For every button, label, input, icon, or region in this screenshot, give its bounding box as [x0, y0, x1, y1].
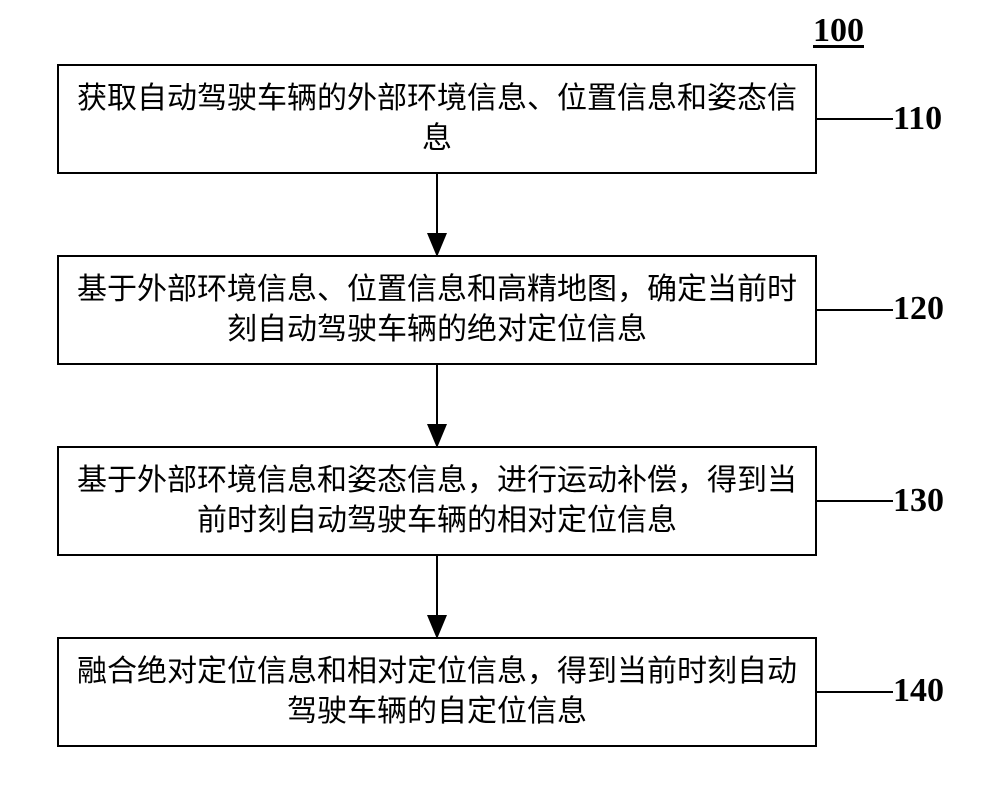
step-label-130: 130 — [893, 482, 944, 520]
flow-step-120: 基于外部环境信息、位置信息和高精地图，确定当前时刻自动驾驶车辆的绝对定位信息 — [57, 255, 817, 365]
step-label-110: 110 — [893, 100, 942, 138]
flow-step-130: 基于外部环境信息和姿态信息，进行运动补偿，得到当前时刻自动驾驶车辆的相对定位信息 — [57, 446, 817, 556]
flow-step-text: 获取自动驾驶车辆的外部环境信息、位置信息和姿态信息 — [69, 79, 805, 160]
flow-step-110: 获取自动驾驶车辆的外部环境信息、位置信息和姿态信息 — [57, 64, 817, 174]
step-label-120: 120 — [893, 290, 944, 328]
flow-step-140: 融合绝对定位信息和相对定位信息，得到当前时刻自动驾驶车辆的自定位信息 — [57, 637, 817, 747]
flow-step-text: 基于外部环境信息、位置信息和高精地图，确定当前时刻自动驾驶车辆的绝对定位信息 — [69, 270, 805, 351]
diagram-title: 100 — [813, 12, 864, 50]
flowchart-container: 100 获取自动驾驶车辆的外部环境信息、位置信息和姿态信息 基于外部环境信息、位… — [0, 0, 1000, 788]
step-label-140: 140 — [893, 672, 944, 710]
flow-step-text: 融合绝对定位信息和相对定位信息，得到当前时刻自动驾驶车辆的自定位信息 — [69, 652, 805, 733]
flow-step-text: 基于外部环境信息和姿态信息，进行运动补偿，得到当前时刻自动驾驶车辆的相对定位信息 — [69, 461, 805, 542]
